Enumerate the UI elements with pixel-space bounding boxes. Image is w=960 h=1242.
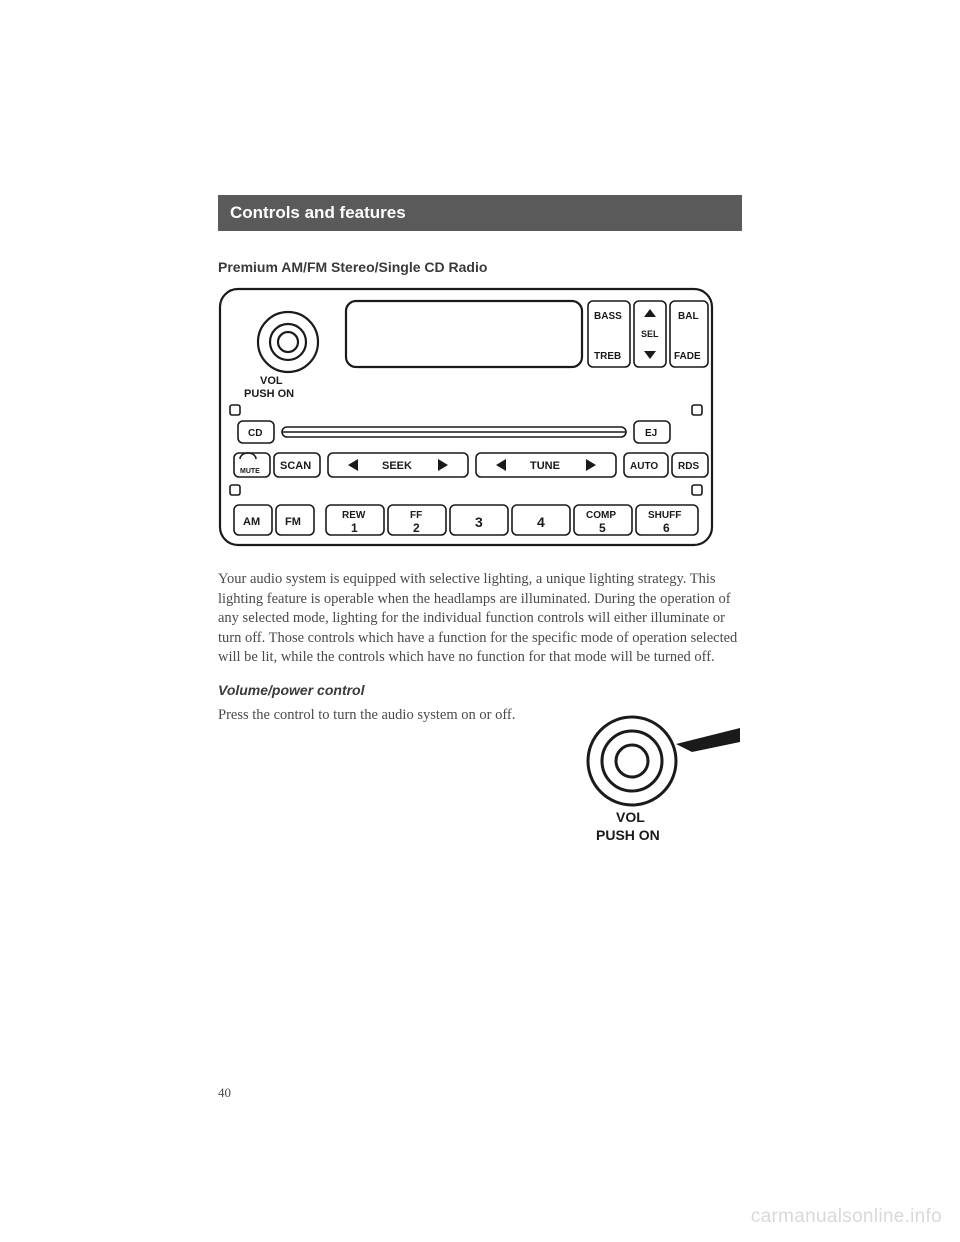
tune-label: TUNE [530,460,560,472]
page-number: 40 [218,1085,231,1101]
am-label: AM [243,516,260,528]
scan-label: SCAN [280,460,311,472]
volume-subheading: Volume/power control [218,682,742,698]
knob-vol-label: VOL [616,809,645,825]
preset-1: 1 [351,521,358,535]
tune-left-icon [496,459,506,471]
radio-faceplate-diagram: .st { stroke:#1a1a1a; stroke-width:2.2; … [218,287,714,547]
cd-label: CD [248,428,262,439]
preset-5: 5 [599,521,606,535]
shuff-label: SHUFF [648,510,681,521]
bass-label: BASS [594,311,622,322]
sel-up-icon [644,309,656,317]
preset-2: 2 [413,521,420,535]
chapter-header: Controls and features [218,195,742,231]
volume-knob-diagram: VOL PUSH ON [542,706,742,846]
rds-label: RDS [678,461,699,472]
arrow-icon [676,728,740,752]
push-on-label: PUSH ON [244,388,294,400]
seek-left-icon [348,459,358,471]
fm-label: FM [285,516,301,528]
seek-right-icon [438,459,448,471]
comp-label: COMP [586,510,616,521]
sel-label: SEL [641,329,659,339]
auto-label: AUTO [630,461,658,472]
description-paragraph: Your audio system is equipped with selec… [218,570,742,668]
section-title: Premium AM/FM Stereo/Single CD Radio [218,259,742,275]
knob-pushon-label: PUSH ON [596,827,660,843]
preset-4: 4 [537,514,545,530]
vol-label: VOL [260,375,283,387]
bal-label: BAL [678,311,699,322]
ej-label: EJ [645,428,657,439]
preset-6: 6 [663,521,670,535]
mute-label: MUTE [240,468,260,475]
rew-label: REW [342,510,366,521]
tune-right-icon [586,459,596,471]
ff-label: FF [410,510,422,521]
volume-section: Press the control to turn the audio syst… [218,706,742,846]
preset-3: 3 [475,514,483,530]
seek-label: SEEK [382,460,412,472]
treb-label: TREB [594,351,621,362]
watermark: carmanualsonline.info [751,1206,942,1228]
sel-down-icon [644,351,656,359]
volume-instruction: Press the control to turn the audio syst… [218,706,522,726]
fade-label: FADE [674,351,701,362]
